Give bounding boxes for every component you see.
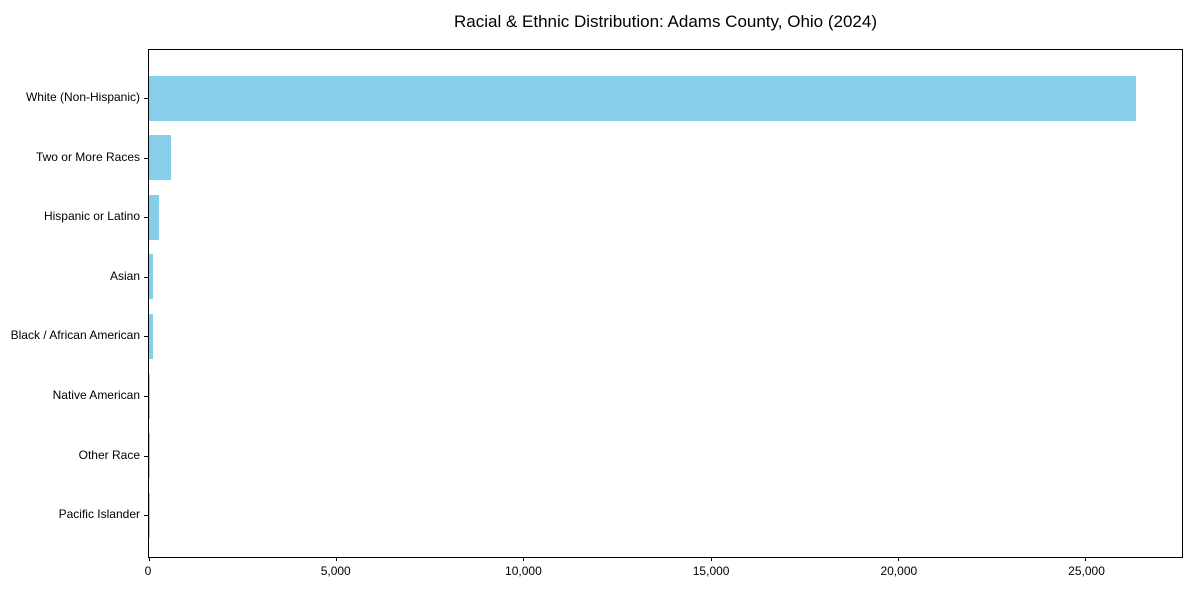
y-axis-tick (144, 276, 148, 278)
y-axis-tick (144, 98, 148, 99)
x-axis-tick-label: 0 (144, 564, 152, 578)
y-axis-tick (144, 515, 148, 517)
bar-black-african-american (149, 313, 154, 359)
x-axis-tick (335, 557, 337, 561)
x-axis-tick-label: 20,000 (880, 564, 918, 578)
x-axis-tick-label: 15,000 (692, 564, 730, 578)
y-axis-label-black-african-american: Black / African American (10, 328, 140, 343)
plot-area (144, 49, 1183, 561)
y-axis-tick (144, 336, 148, 338)
bar-native-american (149, 373, 151, 419)
y-axis-tick (144, 396, 148, 397)
y-axis-tick (144, 455, 148, 457)
y-axis-label-white-non-hispanic: White (Non-Hispanic) (25, 90, 140, 104)
y-axis-label-pacific-islander: Pacific Islander (58, 507, 140, 522)
y-axis-label-hispanic-or-latino: Hispanic or Latino (43, 209, 140, 224)
y-axis-label-two-or-more-races: Two or More Races (35, 149, 140, 164)
bar-two-or-more-races (149, 135, 172, 181)
x-axis-tick (710, 557, 712, 561)
y-axis-tick (144, 217, 148, 219)
x-axis-tick (1085, 557, 1087, 561)
x-axis-tick (897, 557, 899, 561)
bar-white-non-hispanic (149, 75, 1136, 121)
bar-asian (149, 254, 154, 300)
x-axis-tick-label: 10,000 (505, 564, 542, 578)
bar-other-race (149, 433, 150, 479)
y-axis-label-native-american: Native American (52, 388, 140, 402)
chart-title: Racial & Ethnic Distribution: Adams Coun… (454, 12, 877, 31)
y-axis-label-asian: Asian (109, 268, 140, 283)
x-axis-tick-label: 5,000 (320, 564, 351, 578)
x-axis-tick (523, 557, 525, 561)
x-axis-tick-label: 25,000 (1068, 564, 1105, 578)
x-axis-tick (148, 557, 150, 561)
bar-hispanic-or-latino (149, 194, 159, 240)
y-axis-tick (144, 157, 148, 159)
y-axis-label-other-race: Other Race (78, 447, 140, 462)
